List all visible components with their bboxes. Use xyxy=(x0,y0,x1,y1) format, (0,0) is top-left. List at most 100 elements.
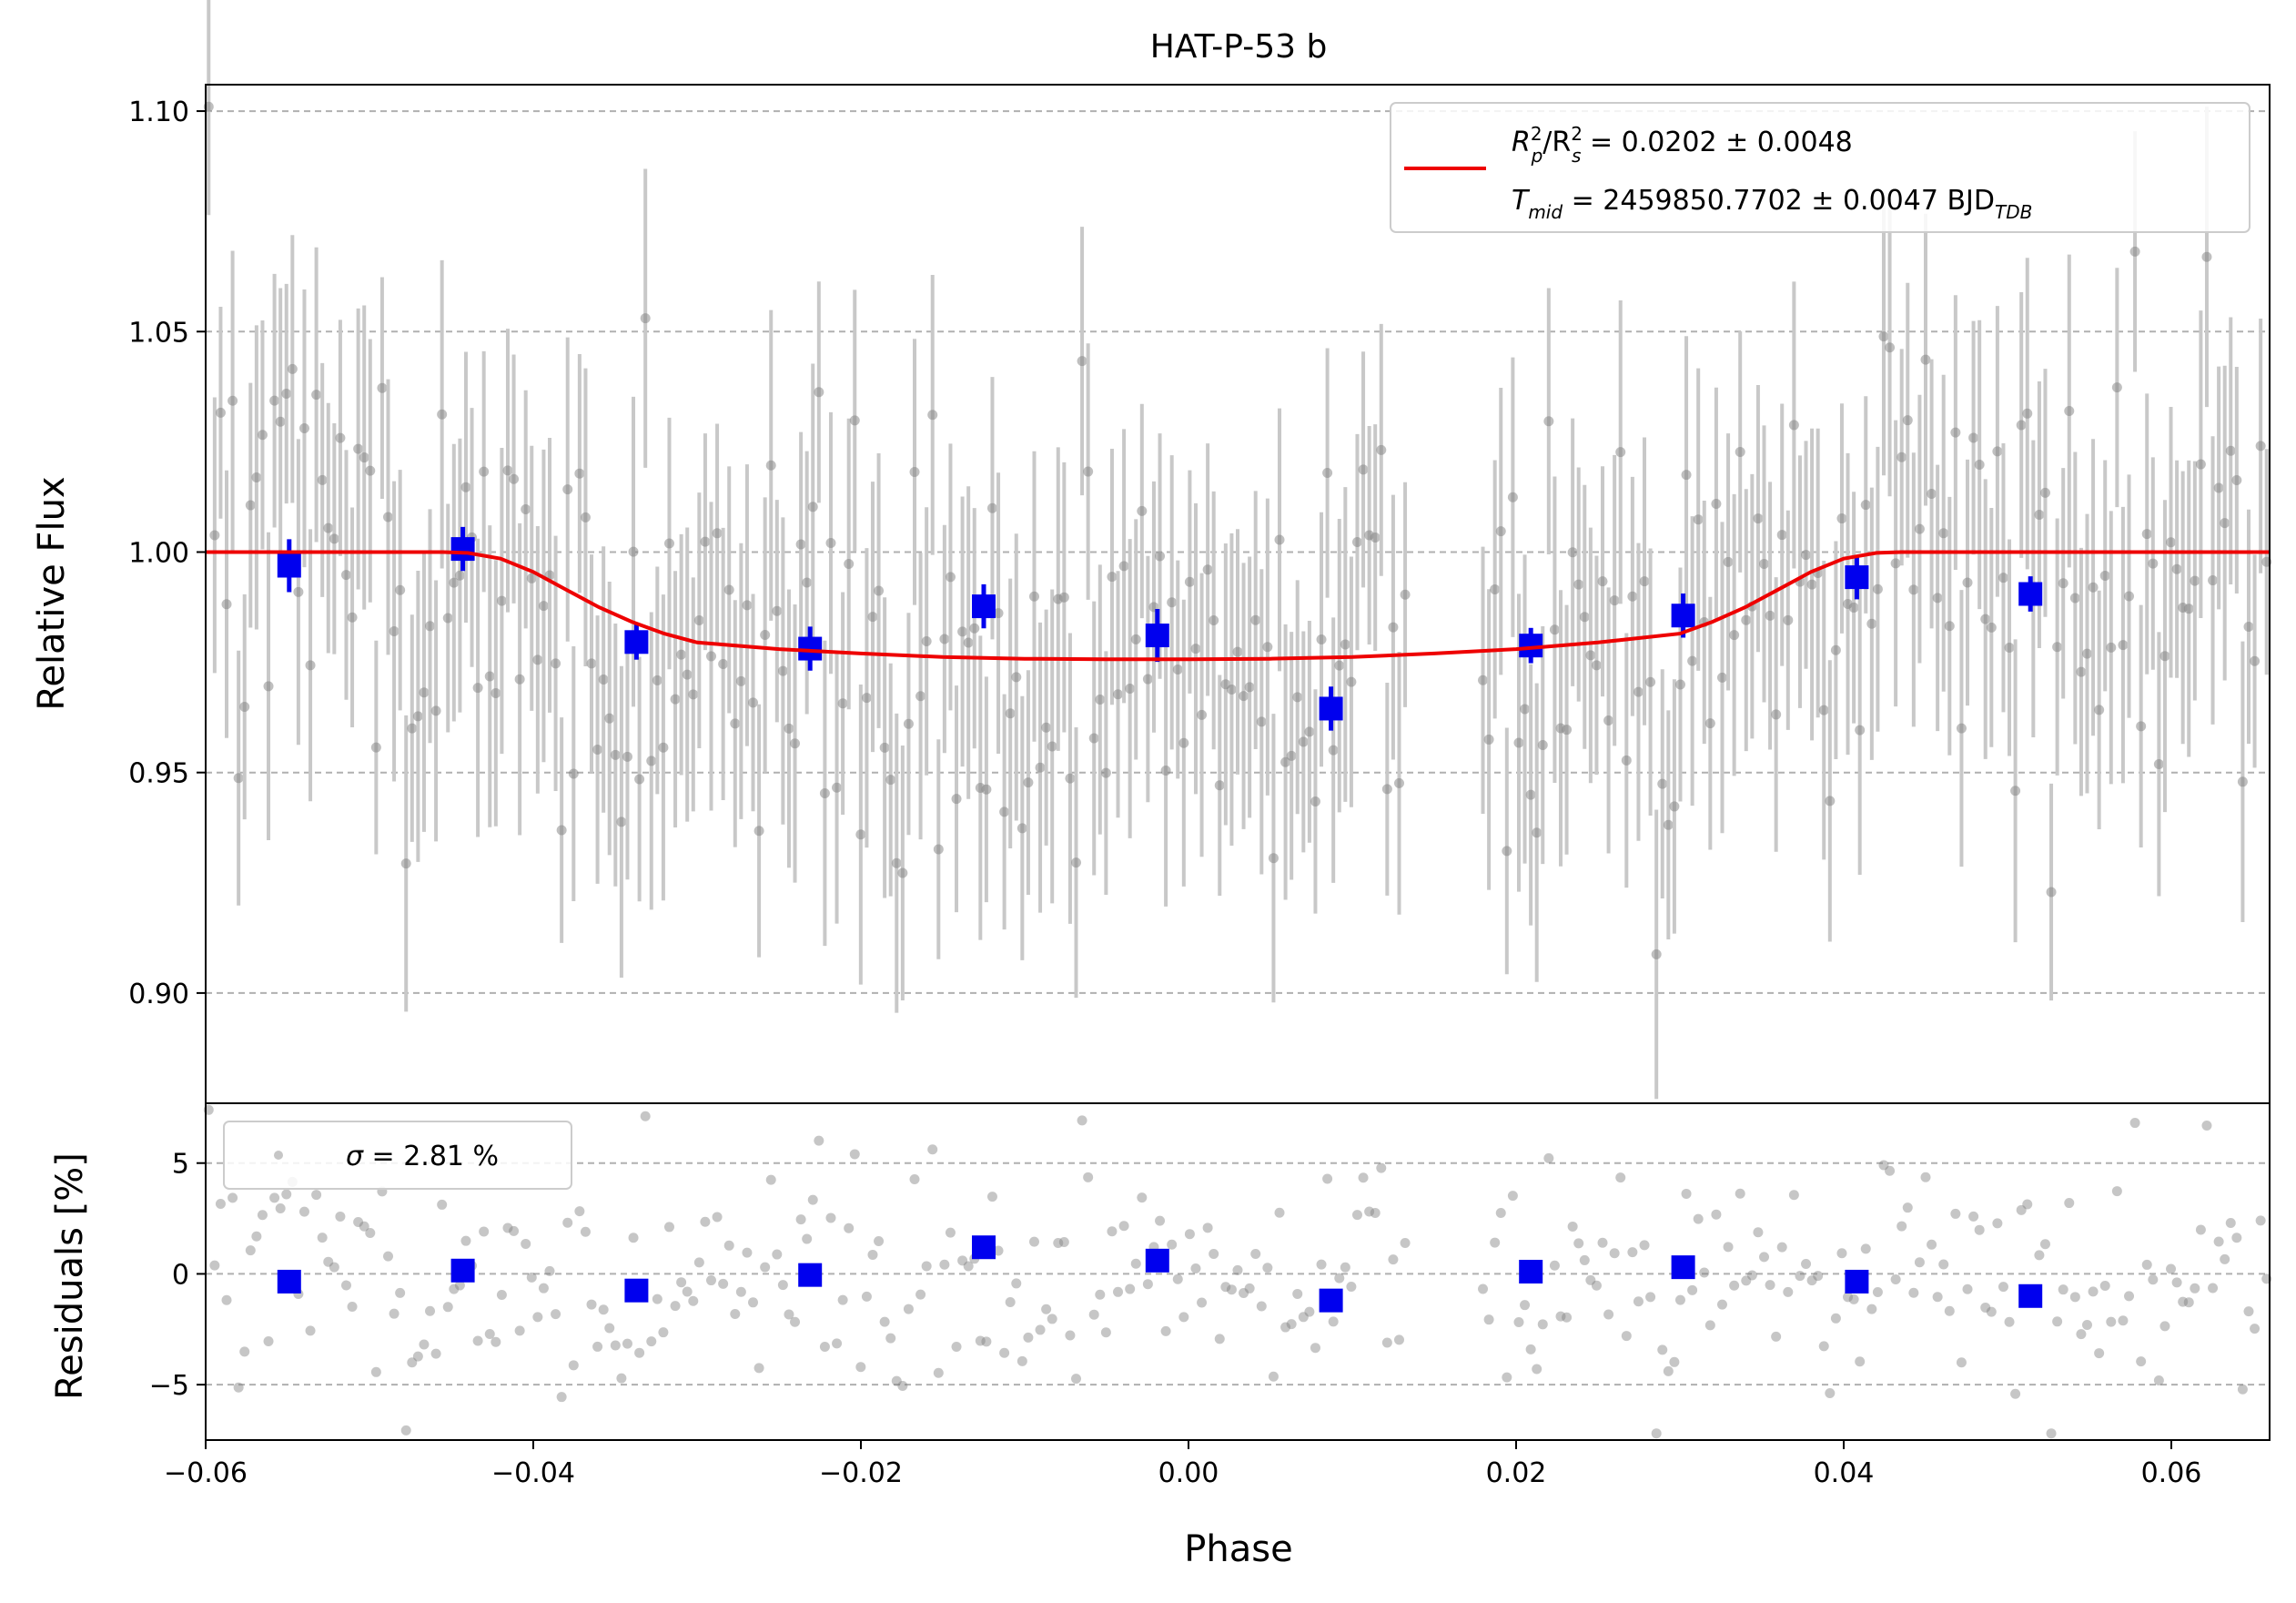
residual-raw-point xyxy=(215,1199,226,1210)
residual-raw-point xyxy=(604,1323,615,1334)
top-panel: 0.90 0.95 1.00 1.05 1.10 Relative Flux R2 p/R… xyxy=(31,0,2272,1104)
residual-raw-point xyxy=(730,1308,741,1319)
residual-raw-point xyxy=(981,1336,992,1347)
raw-point xyxy=(1298,736,1309,747)
binned-point xyxy=(277,553,301,578)
residual-raw-point xyxy=(1746,1270,1757,1281)
residual-panel: −5 0 5 −0.06 −0.04 −0.02 0.00 0.02 0.04 0.06 Res… xyxy=(49,1102,2272,1570)
raw-point xyxy=(407,723,418,734)
residual-raw-point xyxy=(772,1249,783,1260)
residual-raw-point xyxy=(1197,1297,1208,1308)
residual-raw-point xyxy=(1885,1165,1896,1176)
residual-raw-point xyxy=(551,1309,561,1320)
top-y-tick-label: 0.95 xyxy=(128,758,189,790)
raw-point xyxy=(1017,823,1027,834)
residual-raw-point xyxy=(879,1316,890,1327)
residual-raw-point xyxy=(718,1278,729,1289)
raw-point xyxy=(1788,420,1799,431)
residual-raw-point xyxy=(837,1294,848,1305)
residual-raw-point xyxy=(1490,1237,1501,1248)
residual-raw-point xyxy=(340,1280,351,1291)
raw-point xyxy=(353,443,364,454)
raw-point xyxy=(1316,634,1327,644)
residual-legend-text: σ = 2.81 % xyxy=(346,1141,499,1172)
residual-raw-point xyxy=(999,1347,1010,1358)
residual-raw-point xyxy=(663,1222,674,1233)
raw-point xyxy=(1502,846,1512,857)
raw-point xyxy=(592,744,603,755)
residual-raw-point xyxy=(1304,1306,1315,1317)
residual-raw-point xyxy=(2153,1375,2164,1386)
raw-point xyxy=(1890,558,1901,569)
residual-raw-point xyxy=(1843,1292,1854,1303)
raw-point xyxy=(1041,722,1052,733)
raw-point xyxy=(1244,682,1255,693)
binned-point xyxy=(624,630,649,654)
residual-raw-point xyxy=(1268,1371,1279,1382)
raw-point xyxy=(2190,575,2200,586)
raw-point xyxy=(1047,741,1057,752)
residual-raw-point xyxy=(1716,1299,1727,1310)
residual-raw-point xyxy=(1184,1229,1195,1240)
raw-point xyxy=(287,363,298,374)
residual-raw-point xyxy=(228,1192,238,1203)
raw-point xyxy=(1902,415,1913,426)
raw-point xyxy=(269,395,280,406)
residual-raw-point xyxy=(1202,1223,1213,1233)
residual-raw-point xyxy=(1209,1249,1219,1260)
raw-point xyxy=(1388,622,1399,633)
residual-raw-point xyxy=(538,1283,549,1294)
raw-point xyxy=(867,612,878,623)
raw-point xyxy=(1980,614,1991,624)
residual-raw-point xyxy=(1669,1356,1680,1367)
raw-point xyxy=(383,512,394,522)
raw-point xyxy=(663,538,674,549)
residual-raw-point xyxy=(2220,1253,2230,1264)
raw-point xyxy=(1005,708,1016,719)
raw-point xyxy=(496,595,507,606)
residual-raw-point xyxy=(521,1238,531,1249)
raw-point xyxy=(1872,583,1883,594)
raw-point xyxy=(400,858,411,869)
residual-raw-point xyxy=(1525,1344,1536,1354)
residual-raw-point xyxy=(1645,1292,1656,1303)
raw-point xyxy=(1597,576,1608,587)
raw-point xyxy=(245,500,256,511)
residual-raw-point xyxy=(1388,1254,1399,1265)
residual-raw-point xyxy=(2010,1388,2021,1399)
residual-raw-point xyxy=(370,1366,381,1377)
raw-point xyxy=(1962,577,1973,588)
raw-point xyxy=(538,601,549,612)
raw-point xyxy=(1328,745,1339,756)
residual-raw-point xyxy=(1298,1312,1309,1323)
residual-raw-point xyxy=(939,1259,950,1270)
raw-point xyxy=(233,773,244,784)
residual-raw-point xyxy=(1693,1213,1704,1224)
raw-point xyxy=(1023,777,1034,788)
raw-point xyxy=(1077,356,1087,367)
raw-point xyxy=(425,621,436,632)
raw-point xyxy=(2148,558,2159,569)
residual-raw-point xyxy=(2195,1224,2206,1235)
residual-raw-point xyxy=(927,1144,938,1155)
residual-raw-point xyxy=(449,1283,460,1294)
raw-point xyxy=(1334,660,1345,671)
legend-mid-time: Tmid = 2459850.7702 ± 0.0047 BJDTDB xyxy=(1512,185,2032,223)
residual-raw-point xyxy=(754,1363,764,1374)
raw-point xyxy=(580,512,591,522)
residual-raw-point xyxy=(2148,1274,2159,1285)
raw-point xyxy=(670,694,681,705)
raw-point xyxy=(1202,564,1213,575)
residual-raw-point xyxy=(1250,1248,1261,1259)
raw-point xyxy=(1776,530,1787,541)
residual-raw-point xyxy=(454,1280,465,1291)
raw-point xyxy=(1615,447,1626,458)
raw-point xyxy=(1088,733,1099,744)
raw-point xyxy=(1340,639,1350,650)
residual-raw-point xyxy=(1520,1300,1531,1311)
raw-point xyxy=(2220,518,2230,529)
raw-point xyxy=(610,749,621,760)
residual-y-axis-label: Residuals [%] xyxy=(49,1152,91,1400)
residual-binned-point xyxy=(972,1235,996,1260)
residual-raw-point xyxy=(1340,1262,1350,1273)
